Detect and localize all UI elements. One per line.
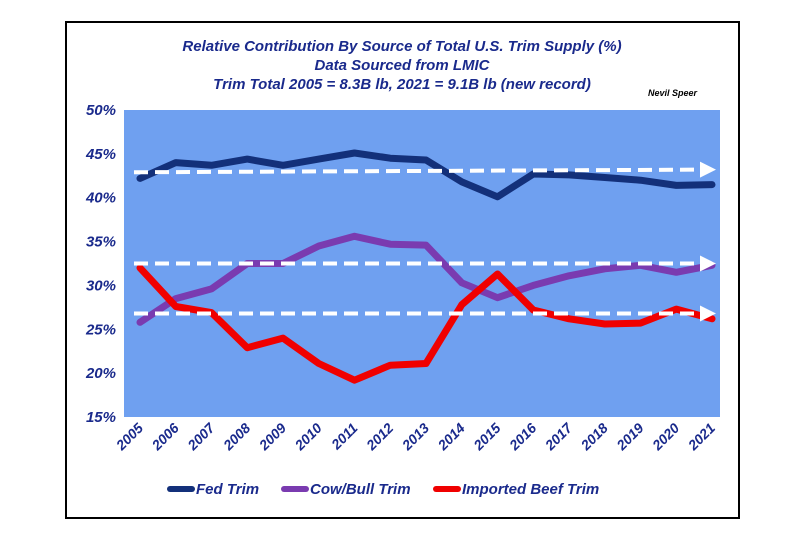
y-tick-label: 45% — [85, 146, 116, 163]
y-tick-label: 35% — [86, 234, 116, 251]
trend-arrow-line — [133, 167, 703, 175]
legend: Fed Trim Cow/Bull Trim Imported Beef Tri… — [167, 481, 599, 498]
y-tick-label: 20% — [85, 365, 116, 382]
y-axis: 15% 20% 25% 30% 35% 40% 45% 50% — [85, 102, 116, 426]
author-credit: Nevil Speer — [648, 88, 698, 98]
trend-arrows — [133, 161, 716, 322]
chart-title-line-2: Data Sourced from LMIC — [314, 57, 490, 74]
y-tick-label: 15% — [86, 409, 116, 426]
trend-arrow-head — [700, 255, 716, 272]
trend-arrow-head — [700, 161, 716, 178]
legend-label-imported-beef-trim: Imported Beef Trim — [462, 481, 599, 498]
legend-label-cow-bull-trim: Cow/Bull Trim — [310, 481, 411, 498]
trend-arrow-head — [700, 305, 716, 322]
y-tick-label: 40% — [85, 190, 116, 207]
series-layer — [136, 149, 716, 384]
y-tick-label: 25% — [85, 321, 116, 338]
y-tick-label: 30% — [86, 277, 116, 294]
legend-label-fed-trim: Fed Trim — [196, 481, 259, 498]
chart-title-line-1: Relative Contribution By Source of Total… — [182, 38, 621, 55]
series-line-cow-bull-trim — [136, 232, 716, 326]
chart-title-line-3: Trim Total 2005 = 8.3B lb, 2021 = 9.1B l… — [213, 76, 591, 93]
y-tick-label: 50% — [86, 102, 116, 119]
series-line-imported-beef-trim — [136, 264, 716, 384]
series-line-fed-trim — [136, 149, 716, 201]
